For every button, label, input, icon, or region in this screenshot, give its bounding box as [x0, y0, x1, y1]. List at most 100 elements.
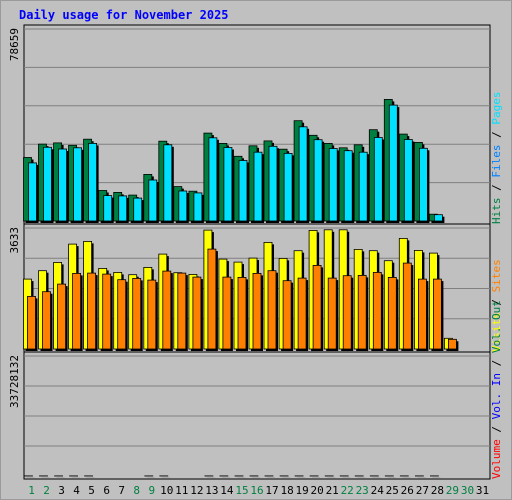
x-tick-label: 15: [235, 484, 248, 497]
bar-sites-7: [117, 279, 127, 350]
x-tick-label: 24: [371, 484, 385, 497]
bar-pages-16: [253, 151, 263, 222]
x-tick-label: 12: [190, 484, 203, 497]
x-tick-label: 16: [250, 484, 263, 497]
x-tick-label: 30: [461, 484, 474, 497]
bar-sites-10: [162, 270, 172, 350]
bar-pages-11: [178, 190, 188, 222]
bar-sites-21: [327, 277, 337, 350]
x-tick-label: 19: [295, 484, 308, 497]
bar-pages-8: [133, 197, 143, 222]
bar-pages-22: [343, 150, 353, 222]
bar-sites-29: [447, 338, 457, 350]
bar-pages-9: [148, 179, 158, 222]
legend-entry: Hits: [490, 198, 503, 225]
bar-pages-12: [193, 192, 203, 222]
x-tick-label: 31: [476, 484, 489, 497]
bar-sites-8: [132, 277, 142, 350]
y-max-label: 33728132: [8, 355, 21, 408]
x-tick-label: 22: [341, 484, 354, 497]
x-tick-label: 9: [148, 484, 155, 497]
legend-entry: Visits: [490, 312, 503, 352]
chart-title: Daily usage for November 2025: [19, 8, 229, 22]
x-tick-label: 26: [401, 484, 414, 497]
legend-entry: Sites: [490, 259, 503, 292]
bar-sites-3: [57, 283, 66, 350]
legend-entry: Files: [490, 145, 503, 178]
bar-sites-23: [357, 274, 367, 350]
x-tick-label: 18: [280, 484, 293, 497]
bar-pages-19: [298, 126, 308, 222]
legend-entry: Volume: [490, 439, 503, 479]
bar-sites-18: [282, 280, 292, 350]
panels-layer: 78659 Hits / Files / Pages 3633 Visits / Si…: [8, 24, 503, 497]
y-max-label: 78659: [8, 28, 21, 61]
bar-sites-9: [147, 279, 157, 350]
bar-sites-16: [252, 272, 262, 350]
x-tick-label: 5: [88, 484, 95, 497]
y-max-label: 3633: [8, 227, 21, 254]
bar-pages-28: [433, 214, 443, 222]
x-tick-label: 14: [220, 484, 234, 497]
x-tick-label: 17: [265, 484, 278, 497]
bar-pages-4: [73, 147, 82, 222]
bar-sites-20: [312, 264, 322, 350]
x-tick-label: 4: [73, 484, 80, 497]
bar-pages-23: [358, 151, 368, 222]
panel-visits-sites: 3633 Visits / Sites: [8, 223, 503, 353]
bar-pages-7: [118, 195, 128, 222]
bar-sites-1: [27, 295, 36, 350]
bar-pages-26: [403, 139, 413, 222]
legend-entry: /: [490, 353, 503, 373]
bar-sites-27: [417, 278, 427, 350]
bar-sites-2: [42, 291, 51, 350]
legend-entry: /: [490, 292, 503, 312]
bar-pages-25: [388, 104, 398, 222]
legend-entry: /: [490, 178, 503, 198]
series-legend: Volume / Vol. In / Vol. Out: [490, 300, 503, 479]
bar-sites-22: [342, 275, 352, 350]
x-tick-label: 3: [58, 484, 65, 497]
x-tick-label: 29: [446, 484, 459, 497]
bar-sites-17: [267, 270, 277, 350]
bar-pages-1: [28, 162, 37, 222]
bar-pages-27: [418, 147, 428, 222]
bar-pages-20: [313, 139, 323, 222]
x-tick-label: 6: [103, 484, 110, 497]
legend-entry: /: [490, 125, 503, 145]
legend-entry: Vol. Out: [490, 300, 503, 353]
x-tick-label: 28: [431, 484, 444, 497]
bar-sites-28: [432, 278, 442, 350]
bar-pages-3: [58, 148, 67, 222]
series-legend: Hits / Files / Pages: [490, 92, 503, 225]
bar-sites-5: [87, 272, 96, 350]
x-axis-labels: 1 2 3 4 5 6 7 8 9 10 11 12 13 14 15 16 17 18 19 20 21 22 23 24 2…: [28, 484, 489, 497]
bar-pages-24: [373, 137, 383, 222]
bar-sites-15: [237, 276, 247, 350]
bar-sites-11: [177, 272, 187, 350]
bar-sites-26: [402, 262, 412, 350]
bar-pages-15: [238, 160, 248, 222]
x-tick-label: 23: [356, 484, 369, 497]
bar-pages-10: [163, 144, 173, 222]
bar-pages-5: [88, 142, 97, 222]
bar-sites-14: [222, 276, 232, 350]
x-tick-label: 11: [175, 484, 188, 497]
bar-sites-24: [372, 271, 382, 350]
x-tick-label: 13: [205, 484, 218, 497]
x-tick-label: 25: [386, 484, 399, 497]
legend-entry: Pages: [490, 92, 503, 125]
series-legend: Visits / Sites: [490, 259, 503, 352]
bar-sites-6: [102, 273, 112, 350]
x-tick-label: 8: [133, 484, 140, 497]
x-tick-label: 10: [160, 484, 173, 497]
x-tick-label: 21: [326, 484, 339, 497]
bar-sites-12: [192, 276, 202, 350]
bar-pages-13: [208, 137, 218, 222]
x-tick-label: 2: [43, 484, 50, 497]
x-tick-label: 20: [310, 484, 323, 497]
panel-volume: 33728132 Volume / Vol. In / Vol. Out: [8, 300, 503, 480]
bar-pages-21: [328, 148, 338, 222]
bar-pages-17: [268, 145, 278, 222]
